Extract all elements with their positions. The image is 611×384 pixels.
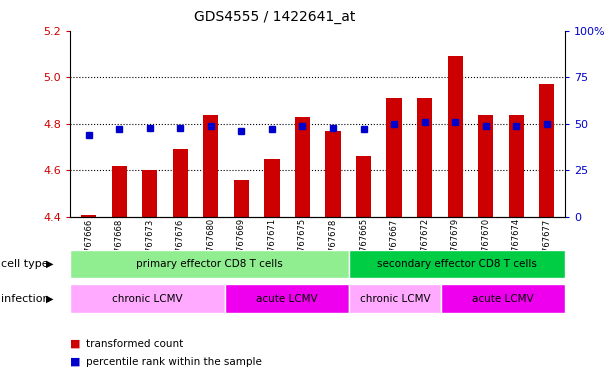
Bar [387, 98, 402, 217]
Text: acute LCMV: acute LCMV [472, 293, 534, 304]
Bar [234, 180, 249, 217]
Text: transformed count: transformed count [86, 339, 183, 349]
Bar [356, 156, 371, 217]
Bar [442, 284, 565, 313]
Bar [417, 98, 433, 217]
Text: chronic LCMV: chronic LCMV [360, 293, 430, 304]
Text: chronic LCMV: chronic LCMV [112, 293, 183, 304]
Bar [326, 131, 341, 217]
Bar [349, 284, 442, 313]
Bar [70, 284, 225, 313]
Text: ■: ■ [70, 339, 81, 349]
Text: GDS4555 / 1422641_at: GDS4555 / 1422641_at [194, 10, 356, 23]
Bar [173, 149, 188, 217]
Bar [295, 117, 310, 217]
Text: ▶: ▶ [46, 293, 54, 304]
Bar [142, 170, 158, 217]
Text: primary effector CD8 T cells: primary effector CD8 T cells [136, 259, 283, 269]
Bar [540, 84, 555, 217]
Text: ▶: ▶ [46, 259, 54, 269]
Bar [509, 114, 524, 217]
Bar [203, 114, 219, 217]
Bar [448, 56, 463, 217]
Bar [112, 166, 127, 217]
Bar [265, 159, 280, 217]
Bar [70, 250, 349, 278]
Bar [478, 114, 494, 217]
Text: acute LCMV: acute LCMV [256, 293, 318, 304]
Text: cell type: cell type [1, 259, 49, 269]
Text: infection: infection [1, 293, 50, 304]
Bar [349, 250, 565, 278]
Text: secondary effector CD8 T cells: secondary effector CD8 T cells [377, 259, 537, 269]
Bar [81, 215, 97, 217]
Text: ■: ■ [70, 357, 81, 367]
Text: percentile rank within the sample: percentile rank within the sample [86, 357, 262, 367]
Bar [225, 284, 349, 313]
